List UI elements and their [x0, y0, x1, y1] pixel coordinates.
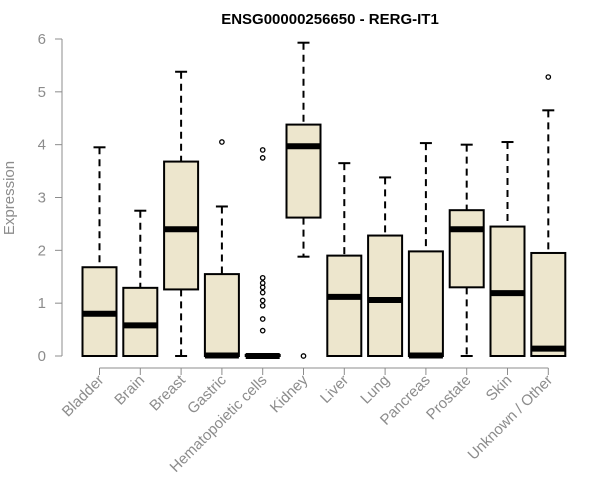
outlier-point — [259, 289, 266, 296]
boxes-group — [81, 41, 567, 359]
outlier-point — [259, 327, 266, 334]
outlier-point — [545, 74, 552, 80]
outlier-point — [259, 280, 266, 286]
box-group-prostate — [448, 143, 485, 357]
box-group-skin — [489, 141, 526, 357]
box-body — [326, 254, 363, 357]
box-group-brain — [122, 209, 159, 357]
x-tick-label: Liver — [317, 372, 352, 407]
box-group-lung — [367, 176, 404, 357]
box-group-pancreas — [407, 142, 444, 359]
y-tick-label: 4 — [38, 137, 46, 154]
outlier-point — [259, 302, 266, 309]
x-tick-label: Lung — [357, 372, 393, 408]
box-group-bladder — [81, 146, 118, 357]
box-group-gastric — [203, 139, 240, 359]
y-tick-label: 0 — [38, 348, 46, 365]
box-body — [163, 160, 200, 291]
x-tick-label: Breast — [146, 371, 189, 414]
box-group-unknown-other — [530, 74, 567, 358]
outlier-point — [259, 155, 266, 161]
box-body — [122, 286, 159, 357]
outlier-point — [300, 353, 307, 359]
y-tick-label: 6 — [38, 31, 46, 48]
outlier-point — [259, 297, 266, 304]
box-group-kidney — [285, 41, 322, 359]
x-tick-label: Prostate — [423, 372, 475, 424]
x-tick-label: Bladder — [59, 372, 108, 421]
outlier-point — [259, 147, 266, 153]
y-tick-label: 3 — [38, 190, 46, 207]
y-tick-label: 1 — [38, 295, 46, 312]
box-body — [448, 209, 485, 289]
box-body — [203, 273, 240, 358]
outlier-point — [219, 139, 225, 145]
outlier-point — [259, 316, 266, 322]
outlier-point — [259, 274, 266, 281]
y-tick-label: 5 — [38, 84, 46, 101]
box-group-hematopoietic-cells — [244, 147, 281, 359]
box-group-liver — [326, 162, 363, 357]
box-body — [367, 234, 404, 357]
y-axis: 0 1 2 3 4 5 6 — [38, 31, 63, 365]
box-group-breast — [163, 70, 200, 357]
chart-title: ENSG00000256650 - RERG-IT1 — [221, 11, 439, 28]
box-body — [407, 250, 444, 357]
y-axis-label: Expression — [1, 161, 18, 235]
y-tick-label: 2 — [38, 242, 46, 259]
x-tick-label: Skin — [483, 372, 516, 405]
x-tick-label: Brain — [111, 372, 148, 409]
box-body — [285, 123, 322, 219]
x-tick-label: Kidney — [267, 371, 312, 416]
box-body — [530, 251, 567, 358]
